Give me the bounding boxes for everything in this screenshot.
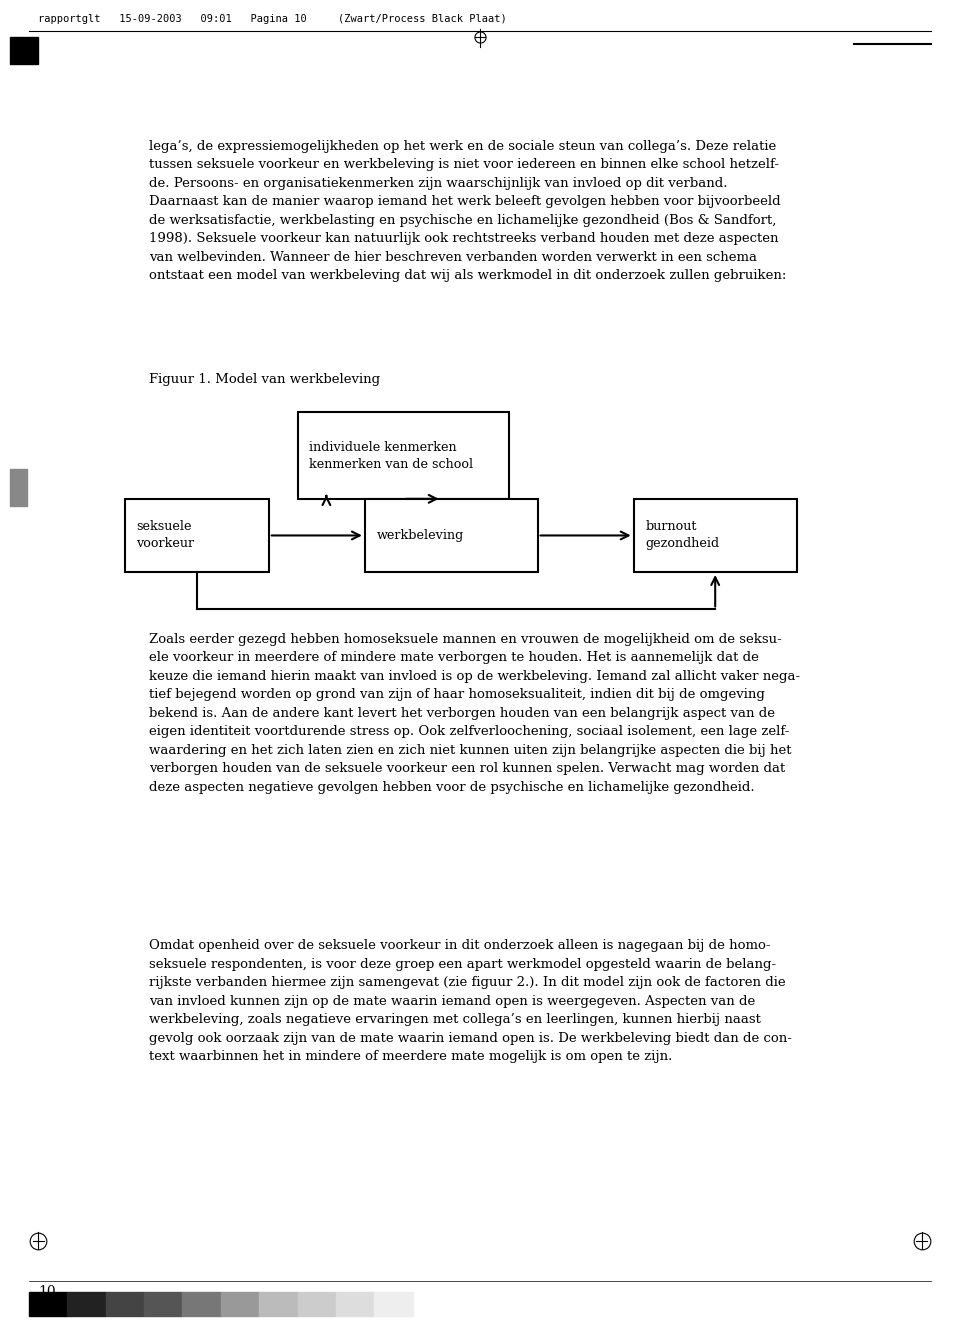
Text: Figuur 1. Model van werkbeleving: Figuur 1. Model van werkbeleving [149,373,380,386]
Bar [298,1292,336,1316]
Bar [365,498,538,573]
Bar [221,1292,259,1316]
Bar [144,1292,182,1316]
Bar [182,1292,221,1316]
Bar [374,1292,413,1316]
Bar [336,1292,374,1316]
Text: Omdat openheid over de seksuele voorkeur in dit onderzoek alleen is nagegaan bij: Omdat openheid over de seksuele voorkeur… [149,939,792,1063]
Bar [10,469,27,506]
Bar [67,1292,106,1316]
Bar [259,1292,298,1316]
Text: seksuele
voorkeur: seksuele voorkeur [136,521,195,550]
Bar [298,412,509,498]
Bar [125,498,269,573]
Text: Zoals eerder gezegd hebben homoseksuele mannen en vrouwen de mogelijkheid om de : Zoals eerder gezegd hebben homoseksuele … [149,633,800,794]
Text: lega’s, de expressiemogelijkheden op het werk en de sociale steun van collega’s.: lega’s, de expressiemogelijkheden op het… [149,140,786,282]
Text: individuele kenmerken
kenmerken van de school: individuele kenmerken kenmerken van de s… [309,441,473,470]
Text: 10: 10 [38,1284,56,1299]
Bar [29,1292,67,1316]
Text: werkbeleving: werkbeleving [376,529,464,542]
Text: rapportglt   15-09-2003   09:01   Pagina 10     (Zwart/Process Black Plaat): rapportglt 15-09-2003 09:01 Pagina 10 (Z… [38,13,507,24]
Bar [634,498,797,573]
Text: burnout
gezondheid: burnout gezondheid [645,521,719,550]
Bar [10,37,38,64]
Bar [106,1292,144,1316]
